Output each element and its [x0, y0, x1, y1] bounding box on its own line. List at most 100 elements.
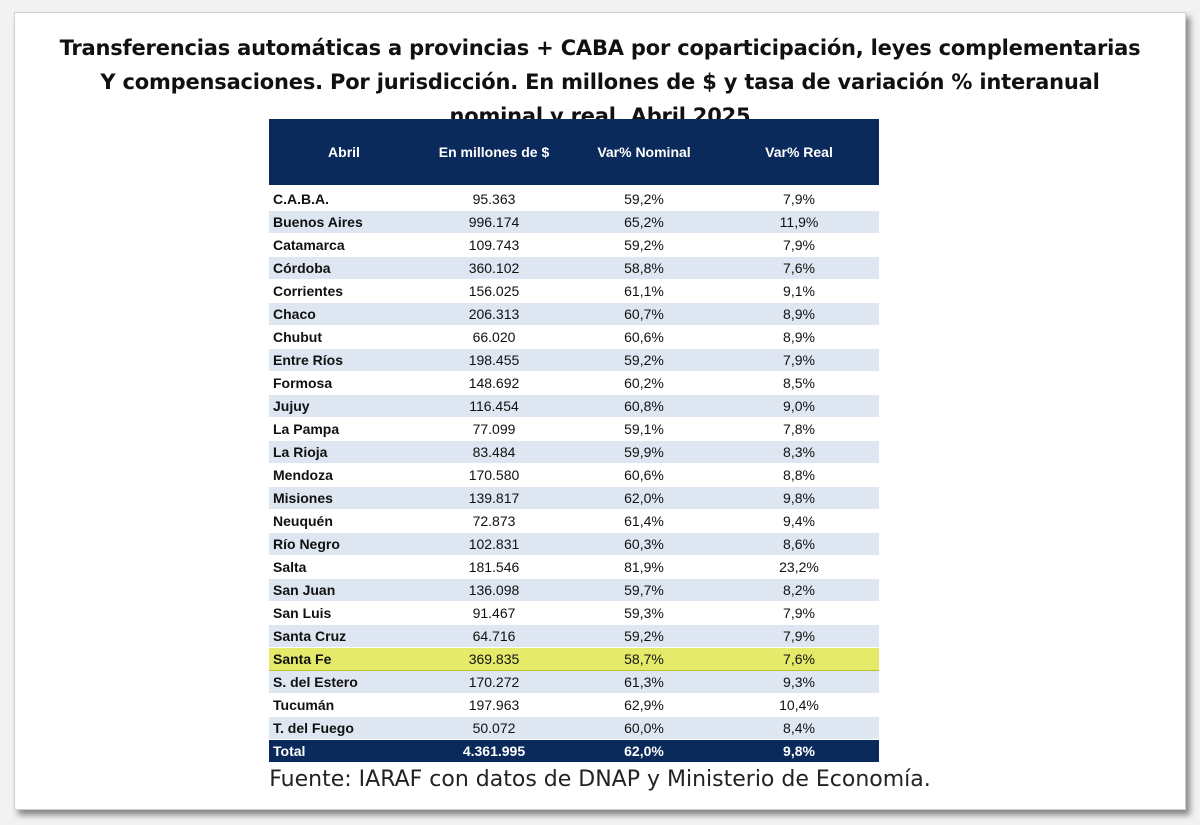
column-header-real: Var% Real [719, 119, 879, 185]
row-name-cell: Corrientes [269, 279, 419, 303]
row-millones-cell: 197.963 [419, 693, 569, 717]
row-millones-cell: 109.743 [419, 233, 569, 257]
row-name-cell: San Juan [269, 578, 419, 602]
row-real-cell: 9,1% [719, 279, 879, 303]
row-name-cell: S. del Estero [269, 670, 419, 694]
row-nominal-cell: 60,8% [569, 394, 719, 418]
header-spacer [269, 185, 879, 188]
row-name-cell: T. del Fuego [269, 716, 419, 740]
row-millones-cell: 170.272 [419, 670, 569, 694]
table-row: San Juan 136.098 59,7% 8,2% [269, 578, 879, 602]
row-millones-cell: 91.467 [419, 601, 569, 625]
row-nominal-cell: 59,2% [569, 624, 719, 648]
row-real-cell: 10,4% [719, 693, 879, 717]
row-millones-cell: 50.072 [419, 716, 569, 740]
page-title: Transferencias automáticas a provincias … [15, 31, 1185, 133]
row-real-cell: 7,9% [719, 187, 879, 211]
row-name-cell: Jujuy [269, 394, 419, 418]
row-real-cell: 8,9% [719, 302, 879, 326]
table-row: Buenos Aires 996.174 65,2% 11,9% [269, 210, 879, 234]
row-millones-cell: 181.546 [419, 555, 569, 579]
row-millones-cell: 156.025 [419, 279, 569, 303]
row-real-cell: 8,3% [719, 440, 879, 464]
column-header-abril: Abril [269, 119, 419, 185]
row-millones-cell: 77.099 [419, 417, 569, 441]
row-millones-cell: 170.580 [419, 463, 569, 487]
table-row: Corrientes 156.025 61,1% 9,1% [269, 279, 879, 303]
table-row: Catamarca 109.743 59,2% 7,9% [269, 233, 879, 257]
row-nominal-cell: 59,3% [569, 601, 719, 625]
total-millones: 4.361.995 [419, 739, 569, 762]
table-row: Río Negro 102.831 60,3% 8,6% [269, 532, 879, 556]
row-real-cell: 8,6% [719, 532, 879, 556]
row-nominal-cell: 65,2% [569, 210, 719, 234]
table-row: Neuquén 72.873 61,4% 9,4% [269, 509, 879, 533]
row-real-cell: 23,2% [719, 555, 879, 579]
row-nominal-cell: 59,2% [569, 233, 719, 257]
table-row: Salta 181.546 81,9% 23,2% [269, 555, 879, 579]
transfers-table-container: Abril En millones de $ Var% Nominal Var%… [269, 119, 879, 762]
row-name-cell: Entre Ríos [269, 348, 419, 372]
row-millones-cell: 66.020 [419, 325, 569, 349]
row-millones-cell: 139.817 [419, 486, 569, 510]
row-nominal-cell: 60,2% [569, 371, 719, 395]
row-real-cell: 9,4% [719, 509, 879, 533]
row-nominal-cell: 60,6% [569, 463, 719, 487]
row-nominal-cell: 59,1% [569, 417, 719, 441]
row-real-cell: 9,8% [719, 486, 879, 510]
table-footer: Total 4.361.995 62,0% 9,8% [269, 739, 879, 762]
row-nominal-cell: 60,7% [569, 302, 719, 326]
row-nominal-cell: 59,7% [569, 578, 719, 602]
row-nominal-cell: 60,6% [569, 325, 719, 349]
row-real-cell: 8,5% [719, 371, 879, 395]
row-real-cell: 9,3% [719, 670, 879, 694]
row-name-cell: Río Negro [269, 532, 419, 556]
row-real-cell: 11,9% [719, 210, 879, 234]
row-millones-cell: 95.363 [419, 187, 569, 211]
row-name-cell: Santa Cruz [269, 624, 419, 648]
table-row: Santa Cruz 64.716 59,2% 7,9% [269, 624, 879, 648]
row-millones-cell: 83.484 [419, 440, 569, 464]
row-name-cell: Mendoza [269, 463, 419, 487]
table-row: Misiones 139.817 62,0% 9,8% [269, 486, 879, 510]
table-body: C.A.B.A. 95.363 59,2% 7,9% Buenos Aires 996.1… [269, 185, 879, 740]
row-nominal-cell: 62,0% [569, 486, 719, 510]
row-real-cell: 8,9% [719, 325, 879, 349]
row-millones-cell: 198.455 [419, 348, 569, 372]
transfers-table: Abril En millones de $ Var% Nominal Var%… [269, 119, 879, 762]
table-row-highlighted: Santa Fe 369.835 58,7% 7,6% [269, 647, 879, 671]
table-row: Formosa 148.692 60,2% 8,5% [269, 371, 879, 395]
row-millones-cell: 72.873 [419, 509, 569, 533]
table-row: Tucumán 197.963 62,9% 10,4% [269, 693, 879, 717]
row-nominal-cell: 60,0% [569, 716, 719, 740]
row-name-cell: La Pampa [269, 417, 419, 441]
row-nominal-cell: 58,7% [569, 647, 719, 671]
table-row: Chaco 206.313 60,7% 8,9% [269, 302, 879, 326]
row-name-cell: Chaco [269, 302, 419, 326]
row-nominal-cell: 61,3% [569, 670, 719, 694]
table-row: La Rioja 83.484 59,9% 8,3% [269, 440, 879, 464]
row-name-cell: C.A.B.A. [269, 187, 419, 211]
row-nominal-cell: 61,1% [569, 279, 719, 303]
row-nominal-cell: 59,9% [569, 440, 719, 464]
row-real-cell: 7,9% [719, 233, 879, 257]
row-millones-cell: 116.454 [419, 394, 569, 418]
title-line-2: Y compensaciones. Por jurisdicción. En m… [100, 70, 1100, 94]
row-nominal-cell: 59,2% [569, 348, 719, 372]
row-name-cell: Buenos Aires [269, 210, 419, 234]
table-row: La Pampa 77.099 59,1% 7,8% [269, 417, 879, 441]
table-row: Jujuy 116.454 60,8% 9,0% [269, 394, 879, 418]
report-card: Transferencias automáticas a provincias … [14, 12, 1186, 810]
row-name-cell: Córdoba [269, 256, 419, 280]
row-real-cell: 8,2% [719, 578, 879, 602]
row-name-cell: Tucumán [269, 693, 419, 717]
row-real-cell: 7,9% [719, 624, 879, 648]
column-header-millones: En millones de $ [419, 119, 569, 185]
row-millones-cell: 369.835 [419, 647, 569, 671]
row-nominal-cell: 81,9% [569, 555, 719, 579]
table-row: S. del Estero 170.272 61,3% 9,3% [269, 670, 879, 694]
total-row: Total 4.361.995 62,0% 9,8% [269, 739, 879, 762]
row-real-cell: 7,8% [719, 417, 879, 441]
row-real-cell: 7,9% [719, 348, 879, 372]
table-row: Entre Ríos 198.455 59,2% 7,9% [269, 348, 879, 372]
